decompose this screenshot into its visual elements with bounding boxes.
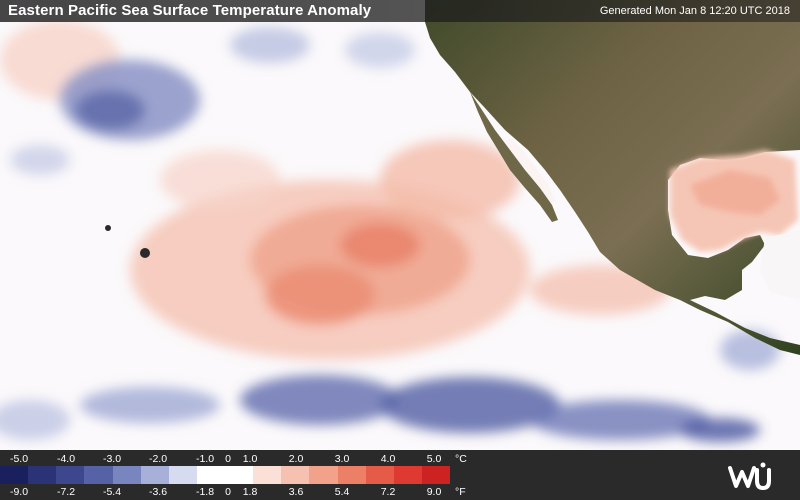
celsius-tick-label: 4.0 bbox=[380, 453, 396, 465]
celsius-tick-label: -1.0 bbox=[195, 453, 215, 465]
title-bar: Eastern Pacific Sea Surface Temperature … bbox=[0, 0, 800, 22]
legend-swatch bbox=[309, 466, 338, 484]
fahrenheit-tick-label: -1.8 bbox=[195, 486, 215, 498]
island-marker bbox=[105, 225, 111, 231]
celsius-tick-label: 1.0 bbox=[242, 453, 258, 465]
celsius-tick-label: 3.0 bbox=[334, 453, 350, 465]
celsius-tick-label: -5.0 bbox=[9, 453, 29, 465]
celsius-tick-label: -4.0 bbox=[56, 453, 76, 465]
legend-swatch bbox=[421, 466, 450, 484]
fahrenheit-tick-label: -3.6 bbox=[148, 486, 168, 498]
legend-swatches bbox=[0, 466, 450, 484]
legend-swatch bbox=[28, 466, 57, 484]
fahrenheit-tick-label: 3.6 bbox=[288, 486, 304, 498]
legend-swatch bbox=[393, 466, 422, 484]
legend-swatch bbox=[253, 466, 282, 484]
land-mass bbox=[425, 0, 800, 355]
color-legend: -5.0 -4.0 -3.0 -2.0 -1.0 0 1.0 2.0 3.0 4.0 5.0 -9.… bbox=[0, 450, 800, 500]
fahrenheit-tick-label: 9.0 bbox=[426, 486, 442, 498]
celsius-tick-label: 2.0 bbox=[288, 453, 304, 465]
legend-swatch bbox=[56, 466, 85, 484]
wu-logo-icon bbox=[728, 462, 771, 491]
legend-swatch bbox=[337, 466, 366, 484]
celsius-tick-label: -2.0 bbox=[148, 453, 168, 465]
sst-anomaly-map: Eastern Pacific Sea Surface Temperature … bbox=[0, 0, 800, 442]
cold-anomaly-pattern bbox=[0, 27, 780, 442]
fahrenheit-tick-label: 7.2 bbox=[380, 486, 396, 498]
map-canvas bbox=[0, 0, 800, 442]
celsius-tick-label: 0 bbox=[225, 453, 231, 465]
fahrenheit-tick-label: -5.4 bbox=[102, 486, 122, 498]
fahrenheit-tick-label: -9.0 bbox=[9, 486, 29, 498]
legend-swatch bbox=[365, 466, 394, 484]
legend-swatch bbox=[112, 466, 141, 484]
fahrenheit-tick-label: -7.2 bbox=[56, 486, 76, 498]
warm-anomaly-pattern bbox=[0, 20, 670, 360]
celsius-unit: °C bbox=[455, 453, 467, 465]
generated-timestamp: Generated Mon Jan 8 12:20 UTC 2018 bbox=[599, 5, 790, 17]
fahrenheit-tick-label: 5.4 bbox=[334, 486, 350, 498]
fahrenheit-tick-label: 1.8 bbox=[242, 486, 258, 498]
legend-swatch bbox=[225, 466, 254, 484]
legend-swatch bbox=[196, 466, 225, 484]
legend-swatch bbox=[84, 466, 113, 484]
fahrenheit-tick-label: 0 bbox=[225, 486, 231, 498]
legend-swatch bbox=[0, 466, 29, 484]
legend-swatch bbox=[140, 466, 169, 484]
celsius-tick-label: 5.0 bbox=[426, 453, 442, 465]
fahrenheit-unit: °F bbox=[455, 486, 466, 498]
map-title: Eastern Pacific Sea Surface Temperature … bbox=[8, 2, 372, 19]
legend-swatch bbox=[281, 466, 310, 484]
legend-swatch bbox=[168, 466, 197, 484]
celsius-tick-label: -3.0 bbox=[102, 453, 122, 465]
island-marker bbox=[140, 248, 150, 258]
